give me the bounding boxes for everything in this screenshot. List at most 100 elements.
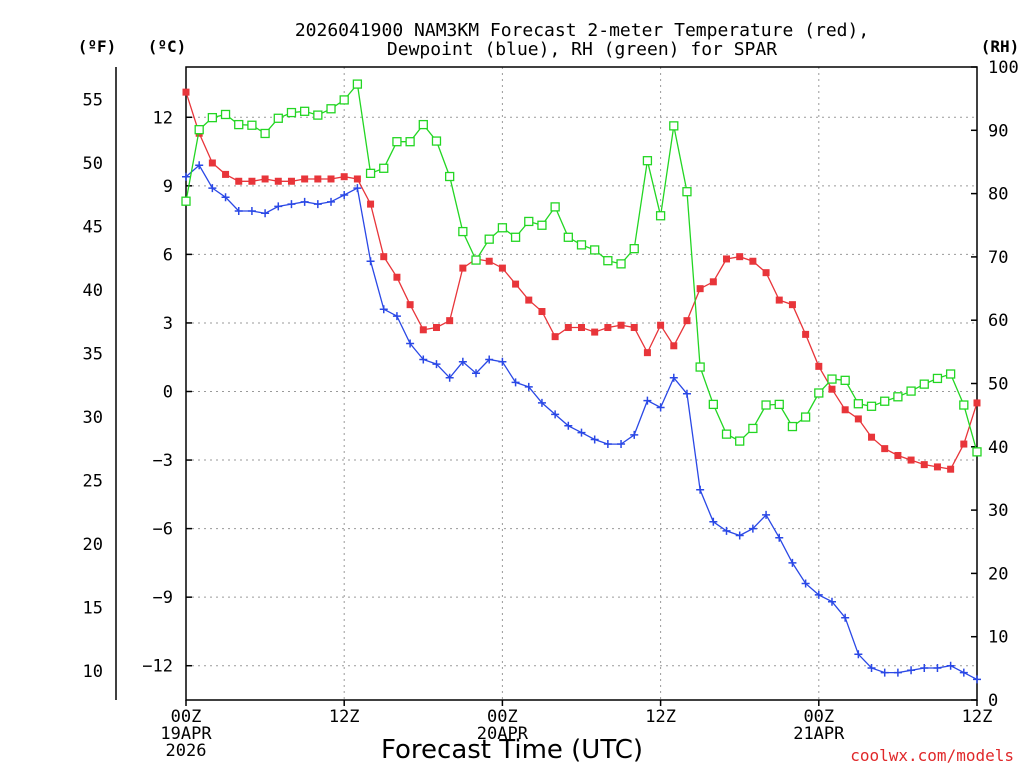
fahrenheit-tick-label: 20 (83, 535, 103, 555)
dewpoint-point (854, 650, 863, 659)
fahrenheit-tick-label: 50 (83, 154, 103, 174)
x-tick-label: 00Z (487, 707, 518, 727)
2-meter-temperature-point (723, 255, 731, 263)
dewpoint-point (524, 382, 533, 391)
dewpoint-point (366, 257, 375, 266)
dewpoint-point (379, 305, 388, 314)
dewpoint-marker-plus (221, 193, 230, 202)
rh-point (616, 259, 626, 269)
fahrenheit-tick-label: 10 (83, 662, 103, 682)
dewpoint-marker-plus (893, 668, 902, 677)
rh-point (365, 168, 376, 178)
rh-point (906, 386, 916, 396)
2-meter-temperature-point (261, 175, 269, 183)
dewpoint-point (603, 440, 612, 449)
2-meter-temperature-point (604, 324, 612, 332)
rh-tick-label: 40 (988, 438, 1008, 458)
labels-layer: 2026041900 NAM3KM Forecast 2-meter Tempe… (78, 20, 1020, 765)
2-meter-temperature-point (868, 433, 876, 441)
2-meter-temperature-point (670, 342, 678, 350)
dewpoint-marker-plus (551, 410, 560, 419)
rh-point (919, 379, 929, 389)
dewpoint-point (340, 190, 349, 199)
dewpoint-marker-plus (920, 664, 929, 673)
2-meter-temperature-point (788, 301, 796, 309)
rh-point (458, 226, 468, 237)
rh-point (827, 374, 837, 384)
rh-point (708, 399, 718, 410)
2-meter-temperature-point (907, 456, 915, 464)
rh-unit-label: (RH) (981, 37, 1020, 56)
dewpoint-marker-plus (340, 190, 349, 199)
celsius-tick-label: −9 (153, 588, 173, 608)
rh-point (972, 447, 982, 457)
dewpoint-marker-plus (617, 440, 626, 449)
dewpoint-point (313, 200, 322, 209)
fahrenheit-tick-label: 45 (83, 217, 103, 237)
dewpoint-point (907, 666, 916, 675)
dewpoint-point (537, 398, 546, 407)
dewpoint-marker-plus (366, 257, 375, 266)
dewpoint-marker-plus (195, 161, 204, 170)
2-meter-temperature-point (314, 175, 322, 183)
dewpoint-marker-plus (182, 172, 190, 181)
2-meter-temperature-point (525, 296, 533, 304)
rh-point (550, 202, 560, 212)
celsius-unit-label: (ºC) (148, 37, 187, 56)
rh-point (853, 399, 863, 409)
2-meter-temperature-point (208, 159, 216, 167)
fahrenheit-tick-label: 30 (83, 408, 103, 428)
rh-point (774, 399, 784, 410)
rh-point (800, 412, 811, 422)
dewpoint-point (920, 664, 929, 673)
2-meter-temperature-point (327, 175, 335, 183)
2-meter-temperature-point (828, 385, 836, 393)
rh-point (286, 107, 297, 118)
rh-tick-label: 90 (988, 121, 1008, 141)
dewpoint-point (300, 197, 309, 206)
dewpoint-point (419, 355, 428, 364)
dewpoint-marker-plus (472, 369, 481, 378)
dewpoint-point (287, 200, 296, 209)
x-tick-label: 12Z (329, 707, 360, 727)
2-meter-temperature-line (185, 91, 978, 470)
chart-title-line2: Dewpoint (blue), RH (green) for SPAR (387, 39, 777, 60)
dewpoint-point (472, 369, 481, 378)
dewpoint-point (946, 661, 955, 670)
rh-point (194, 125, 204, 135)
dewpoint-point (748, 524, 757, 533)
rh-tick-label: 30 (988, 501, 1008, 521)
dewpoint-point (247, 206, 256, 215)
celsius-tick-label: 6 (163, 245, 173, 265)
dewpoint-marker-plus (788, 558, 797, 567)
2-meter-temperature-point (709, 278, 717, 286)
dewpoint-point (274, 202, 283, 211)
dewpoint-point (511, 378, 520, 387)
celsius-tick-label: 3 (163, 314, 173, 334)
celsius-tick-label: 9 (163, 177, 173, 197)
rh-point (603, 256, 613, 266)
2-meter-temperature-point (419, 326, 427, 334)
2-meter-temperature-point (498, 264, 506, 272)
2-meter-temperature-point (551, 333, 559, 341)
2-meter-temperature-point (696, 285, 704, 293)
dewpoint-marker-plus (419, 355, 428, 364)
rh-point (431, 136, 442, 146)
dewpoint-marker-plus (564, 421, 573, 430)
dewpoint-marker-plus (261, 209, 270, 218)
rh-point (866, 401, 877, 411)
dewpoint-point (445, 373, 454, 382)
dewpoint-marker-plus (537, 398, 546, 407)
rh-point (352, 79, 363, 89)
rh-point (220, 109, 231, 120)
celsius-tick-label: −6 (153, 520, 173, 540)
2-meter-temperature-point (393, 273, 401, 281)
rh-point (207, 112, 218, 123)
dewpoint-point (973, 675, 981, 684)
dewpoint-marker-plus (709, 517, 718, 526)
rh-point (260, 128, 270, 139)
dewpoint-marker-plus (748, 524, 757, 533)
rh-point (247, 120, 257, 130)
dewpoint-point (696, 485, 705, 494)
rh-point (655, 211, 666, 221)
